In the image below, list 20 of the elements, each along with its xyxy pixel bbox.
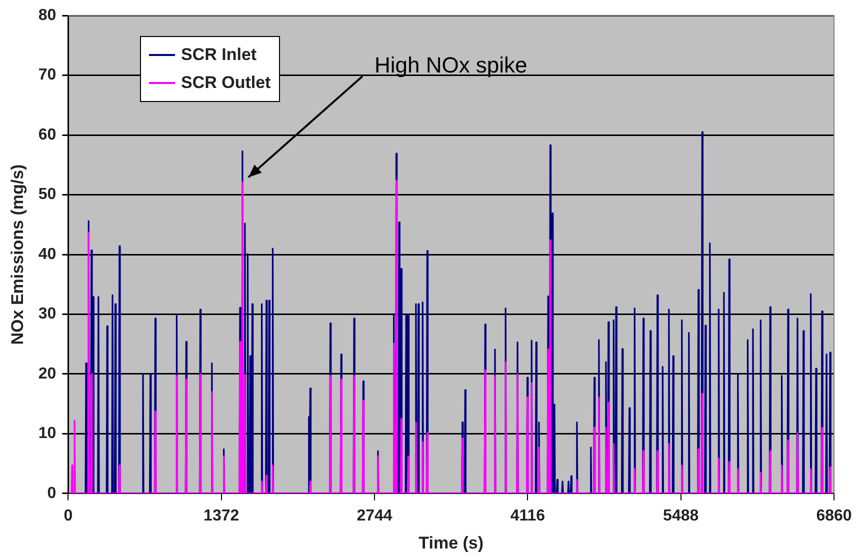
- x-tick-label: 2744: [356, 507, 392, 524]
- y-tick-label: 60: [38, 126, 56, 144]
- x-tick-label: 6860: [816, 507, 852, 524]
- y-tick-label: 50: [38, 186, 56, 204]
- y-tick-label: 10: [38, 425, 56, 442]
- legend-label: SCR Outlet: [181, 72, 271, 94]
- x-tick-label: 1372: [204, 507, 240, 524]
- y-tick-label: 0: [47, 484, 56, 502]
- y-tick-label: 30: [38, 306, 56, 323]
- x-tick-label: 0: [64, 507, 73, 524]
- y-tick-label: 70: [38, 66, 56, 84]
- y-tick-label: 80: [38, 7, 56, 24]
- annotation: High NOx spike: [374, 52, 528, 78]
- x-tick-label: 5488: [663, 507, 699, 524]
- y-tick-label: 40: [38, 246, 56, 263]
- y-tick-label: 20: [38, 365, 56, 382]
- legend-label: SCR Inlet: [181, 44, 257, 66]
- x-tick-label: 4116: [510, 507, 546, 524]
- y-axis-title: NOx Emissions (mg/s): [8, 164, 27, 345]
- x-axis-title: Time (s): [418, 533, 484, 552]
